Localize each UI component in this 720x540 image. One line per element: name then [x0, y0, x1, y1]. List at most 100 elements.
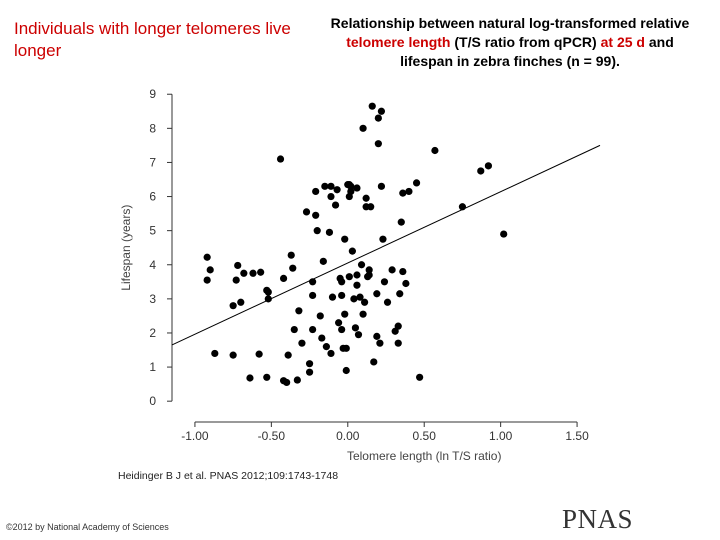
data-point — [318, 334, 326, 342]
pnas-logo: PNAS — [562, 504, 634, 534]
data-point — [276, 155, 285, 163]
data-point — [377, 107, 386, 115]
data-point — [298, 339, 306, 347]
data-point — [338, 325, 346, 334]
data-point — [312, 211, 320, 219]
y-axis: 0 1 2 3 4 5 6 7 8 9 — [149, 87, 173, 408]
data-point — [347, 187, 355, 196]
figure-caption: Relationship between natural log-transfo… — [330, 14, 690, 71]
data-point — [309, 291, 317, 300]
x-tick-label: -0.50 — [258, 429, 286, 443]
data-point — [327, 349, 335, 358]
citation: Heidinger B J et al. PNAS 2012;109:1743-… — [118, 470, 339, 482]
data-point — [313, 227, 321, 235]
y-tick-label: 8 — [149, 121, 156, 135]
y-tick-label: 0 — [149, 394, 156, 408]
caption-text-2: (T/S ratio from qPCR) — [450, 34, 601, 50]
data-point — [383, 298, 392, 306]
data-point — [399, 267, 407, 276]
data-point — [402, 279, 410, 288]
data-point — [312, 187, 320, 196]
data-point — [354, 331, 363, 339]
data-point — [246, 374, 254, 382]
data-point — [345, 273, 353, 281]
data-point — [458, 203, 467, 211]
x-tick-label: 0.00 — [336, 429, 360, 443]
data-point — [341, 235, 349, 243]
data-point — [338, 291, 346, 300]
data-point — [500, 230, 508, 238]
data-point — [362, 194, 370, 202]
data-point — [325, 228, 334, 236]
y-tick-label: 6 — [149, 190, 156, 204]
data-point — [293, 376, 301, 384]
data-point — [484, 162, 493, 170]
data-point — [374, 114, 382, 122]
data-point — [368, 102, 376, 110]
data-point — [351, 324, 360, 332]
data-point — [347, 182, 355, 190]
data-point — [203, 276, 211, 284]
data-point — [331, 201, 340, 209]
y-axis-label: Lifespan (years) — [119, 205, 133, 291]
regression-line — [171, 144, 601, 346]
data-point — [284, 351, 292, 359]
data-point — [367, 203, 375, 211]
data-point — [350, 295, 358, 303]
data-point — [232, 276, 240, 284]
data-point — [305, 368, 314, 376]
data-point — [203, 253, 211, 261]
data-point — [263, 373, 271, 381]
data-point — [353, 184, 361, 192]
y-tick-label: 1 — [149, 360, 156, 374]
data-point — [348, 247, 356, 255]
data-point — [405, 187, 413, 196]
data-point — [376, 339, 384, 347]
data-point — [365, 271, 373, 279]
data-point — [477, 167, 485, 175]
data-point — [356, 293, 364, 301]
data-point — [287, 251, 295, 259]
data-point — [394, 339, 402, 347]
caption-highlight-2: at 25 d — [600, 34, 645, 50]
data-point — [341, 310, 349, 318]
data-point — [353, 271, 361, 279]
data-point — [309, 325, 317, 334]
data-point — [295, 307, 303, 315]
data-point — [289, 264, 297, 272]
data-point — [361, 298, 369, 306]
data-point — [257, 268, 265, 276]
data-point — [322, 343, 330, 351]
x-axis-label: Telomere length (ln T/S ratio) — [347, 449, 502, 463]
data-point — [399, 189, 407, 197]
y-tick-label: 5 — [149, 224, 156, 238]
data-point — [240, 269, 248, 277]
data-point — [319, 257, 327, 265]
data-point — [302, 208, 311, 216]
caption-highlight-1: telomere length — [346, 34, 451, 50]
data-point — [309, 278, 317, 286]
y-tick-label: 2 — [149, 326, 156, 340]
data-point — [416, 373, 424, 381]
data-point — [394, 322, 402, 330]
x-tick-label: 1.00 — [489, 429, 513, 443]
data-point — [327, 182, 335, 190]
data-point — [335, 319, 343, 327]
data-point — [338, 278, 346, 286]
data-point — [279, 274, 288, 282]
caption-text-3: and lifespan in zebra finches (n = 99). — [400, 34, 674, 69]
data-point — [342, 344, 350, 352]
data-point — [328, 293, 337, 301]
data-point — [373, 332, 381, 340]
data-point — [370, 358, 378, 366]
data-point — [379, 235, 387, 243]
data-point — [264, 295, 272, 303]
data-point — [229, 302, 237, 310]
data-point — [255, 350, 263, 358]
data-point — [249, 269, 257, 277]
data-point — [359, 124, 367, 132]
data-point — [237, 298, 245, 306]
data-point — [412, 179, 421, 187]
data-point — [374, 140, 382, 148]
